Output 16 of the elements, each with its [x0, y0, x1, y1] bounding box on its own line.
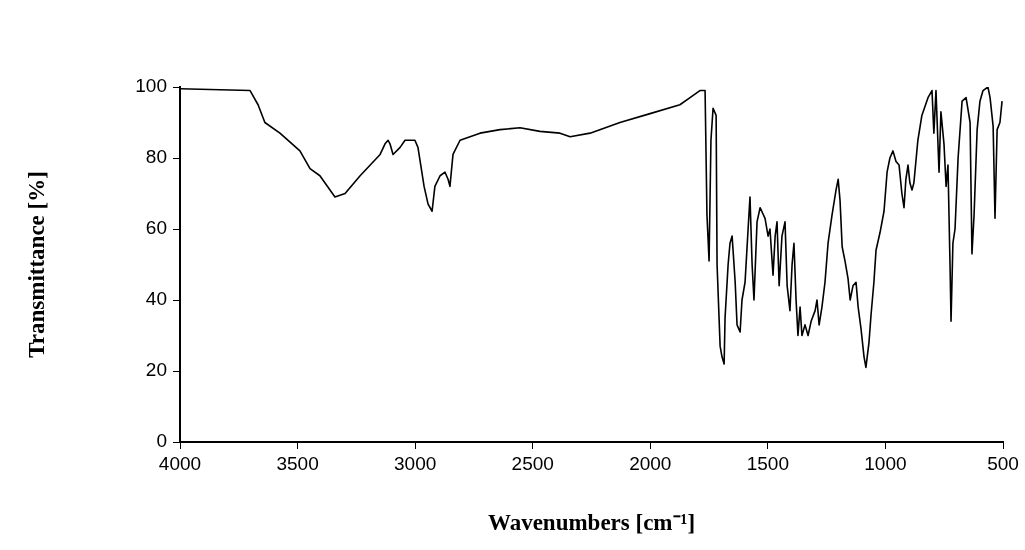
- x-axis-title: Wavenumbers [cm⁻¹]: [487, 510, 696, 536]
- y-tick-label: 20: [145, 359, 167, 381]
- x-tick-label: 1500: [746, 452, 789, 474]
- x-tick-label: 3000: [394, 452, 437, 474]
- y-tick-label: 0: [156, 430, 167, 452]
- y-tick-label: 80: [145, 146, 167, 168]
- x-tick-label: 3500: [276, 452, 319, 474]
- x-tick-label: 1000: [864, 452, 907, 474]
- x-tick-label: 2500: [511, 452, 554, 474]
- y-axis-title: Transmittance [%]: [23, 171, 49, 358]
- x-tick-label: 2000: [629, 452, 672, 474]
- x-tick-label: 500: [987, 452, 1019, 474]
- y-tick-label: 100: [135, 75, 167, 97]
- y-tick-label: 40: [145, 288, 167, 310]
- y-tick-label: 60: [145, 217, 167, 239]
- x-tick-label: 4000: [158, 452, 202, 474]
